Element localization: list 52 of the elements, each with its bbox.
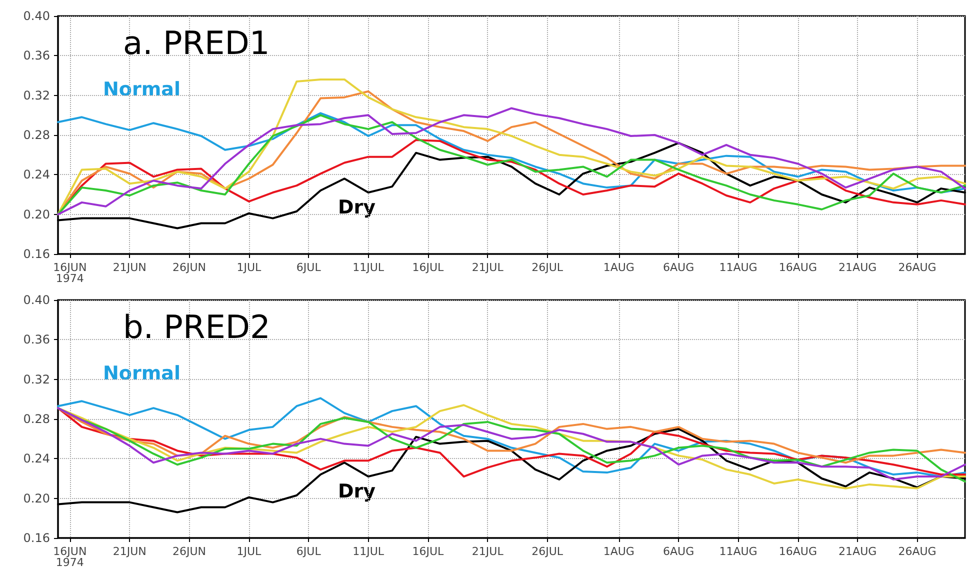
- x-tick-label: 1JUL: [236, 261, 262, 274]
- x-tick-label: 16JUL: [412, 261, 445, 274]
- x-tick-label: 21JUL: [472, 545, 504, 558]
- x-tick-label: 6AUG: [663, 261, 694, 274]
- x-tick-label: 21AUG: [838, 261, 877, 274]
- x-tick-label: 1JUL: [236, 545, 262, 558]
- x-tick-label: 16AUG: [778, 545, 817, 558]
- x-tick-label: 16JUN 1974: [53, 545, 87, 569]
- x-tick-label: 21JUN: [112, 545, 146, 558]
- series-label: Normal: [103, 362, 180, 384]
- x-tick-label: 16JUN 1974: [53, 261, 87, 285]
- y-tick-label: 0.36: [23, 48, 50, 63]
- x-tick-label: 26JUL: [532, 545, 564, 558]
- y-tick-label: 0.20: [23, 491, 50, 506]
- series-label: Normal: [103, 78, 180, 100]
- x-tick-label: 11JUL: [352, 545, 385, 558]
- x-tick-label: 6JUL: [296, 545, 322, 558]
- x-tick-label: 16JUL: [412, 545, 445, 558]
- x-tick-label: 11AUG: [719, 261, 758, 274]
- chart-title: b. PRED2: [123, 308, 270, 346]
- x-tick-label: 26AUG: [898, 545, 936, 558]
- x-tick-label: 6AUG: [663, 545, 694, 558]
- line-series: [57, 112, 966, 194]
- y-tick-label: 0.28: [23, 412, 50, 426]
- y-tick-label: 0.28: [23, 128, 50, 142]
- y-tick-label: 0.16: [23, 247, 50, 261]
- series-label: Dry: [338, 196, 376, 218]
- x-tick-label: 16AUG: [778, 261, 817, 274]
- x-tick-label: 26JUN: [172, 261, 206, 274]
- x-tick-label: 21AUG: [838, 545, 877, 558]
- x-tick-label: 21JUL: [472, 261, 504, 274]
- x-tick-label: 1AUG: [603, 261, 634, 274]
- x-tick-label: 21JUN: [112, 261, 146, 274]
- line-series: [57, 407, 966, 464]
- x-tick-label: 11AUG: [719, 545, 758, 558]
- y-tick-label: 0.20: [23, 207, 50, 222]
- x-tick-label: 11JUL: [352, 261, 385, 274]
- y-tick-label: 0.36: [23, 332, 50, 347]
- series-label: Dry: [338, 480, 376, 502]
- chart-title: a. PRED1: [123, 24, 270, 62]
- x-tick-label: 26JUN: [172, 545, 206, 558]
- x-tick-label: 6JUL: [296, 261, 322, 274]
- x-tick-label: 26JUL: [532, 261, 564, 274]
- y-tick-label: 0.24: [23, 452, 50, 466]
- y-tick-label: 0.40: [23, 293, 50, 307]
- y-tick-label: 0.24: [23, 168, 50, 182]
- y-tick-label: 0.32: [23, 88, 50, 102]
- y-tick-label: 0.16: [23, 531, 50, 545]
- y-tick-label: 0.40: [23, 9, 50, 23]
- x-tick-label: 26AUG: [898, 261, 936, 274]
- x-tick-label: 1AUG: [603, 545, 634, 558]
- y-tick-label: 0.32: [23, 372, 50, 386]
